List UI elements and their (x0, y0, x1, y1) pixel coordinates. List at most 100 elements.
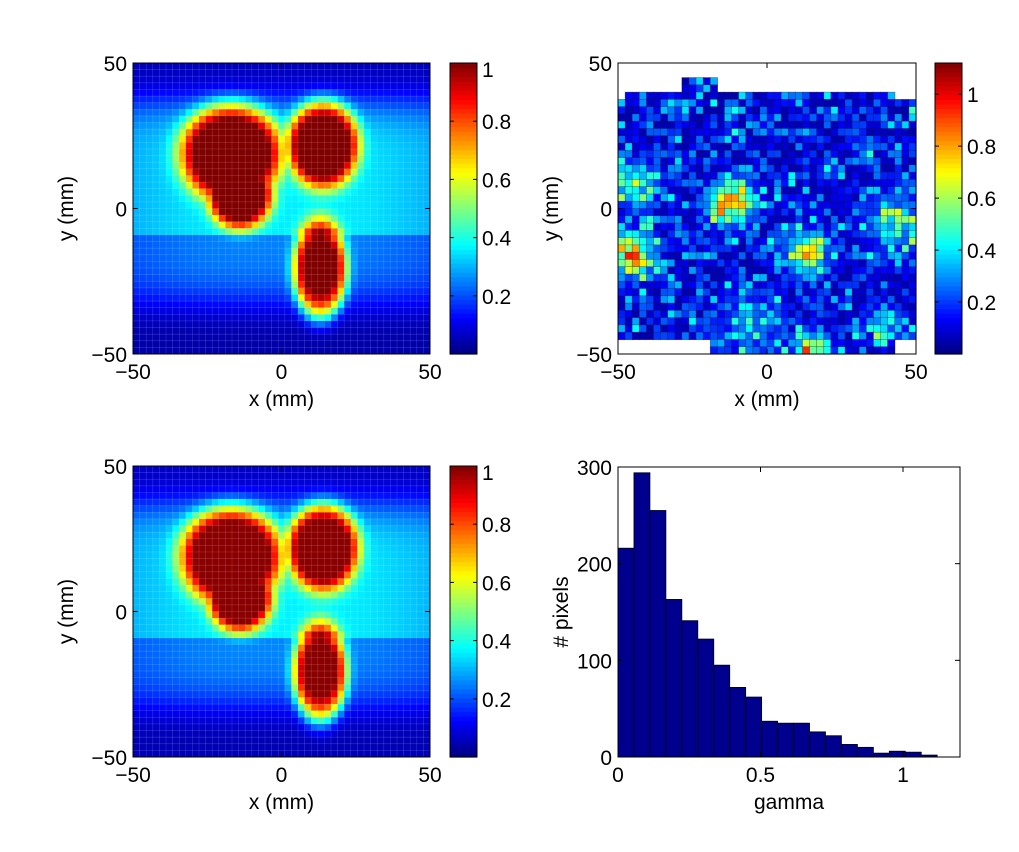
heatmap-cell (258, 214, 266, 223)
heatmap-cell (681, 259, 690, 268)
heatmap-cell (264, 161, 273, 170)
heatmap-cell (244, 347, 253, 355)
heatmap-cell (667, 215, 676, 224)
heatmap-cell (225, 465, 233, 474)
heatmap-cell (165, 465, 174, 474)
heatmap-cell (709, 171, 718, 180)
heatmap-cell (330, 155, 339, 163)
heatmap-cell (773, 179, 782, 188)
heatmap-cell (795, 120, 804, 130)
heatmap-cell (844, 208, 853, 217)
heatmap-cell (165, 168, 174, 177)
heatmap-cell (304, 75, 312, 84)
heatmap-cell (145, 241, 154, 249)
heatmap-cell (423, 505, 431, 513)
heatmap-cell (343, 637, 352, 646)
heatmap-cell (218, 551, 227, 560)
heatmap-cell (277, 492, 286, 500)
heatmap-cell (396, 75, 405, 84)
heatmap-cell (403, 525, 411, 533)
heatmap-cell (357, 69, 365, 77)
heatmap-cell (284, 611, 292, 619)
heatmap-cell (132, 89, 141, 97)
heatmap-cell (830, 200, 839, 210)
heatmap-cell (165, 274, 174, 282)
heatmap-cell (238, 267, 246, 276)
heatmap-cell (674, 186, 683, 195)
heatmap-cell (844, 237, 853, 246)
heatmap-cell (370, 115, 378, 124)
heatmap-cell (264, 347, 273, 355)
heatmap-cell (185, 631, 194, 639)
heatmap-cell (681, 280, 690, 290)
heatmap-cell (178, 267, 187, 276)
heatmap-cell (383, 525, 391, 533)
heatmap-cell (165, 75, 174, 84)
heatmap-cell (277, 498, 286, 507)
heatmap-cell (416, 564, 424, 573)
heatmap-cell (816, 266, 825, 275)
heatmap-cell (363, 478, 372, 487)
heatmap-cell (310, 201, 319, 210)
heatmap-cell (363, 181, 372, 190)
heatmap-cell (304, 214, 312, 223)
heatmap-cell (165, 69, 174, 77)
heatmap-cell (218, 320, 227, 329)
heatmap-cell (337, 498, 345, 507)
heatmap-cell (873, 266, 882, 275)
heatmap-cell (357, 122, 365, 130)
heatmap-cell (866, 251, 875, 261)
heatmap-cell (337, 478, 345, 487)
heatmap-cell (416, 472, 424, 480)
heatmap-cell (178, 142, 187, 150)
heatmap-cell (244, 82, 253, 91)
heatmap-cell (908, 171, 917, 180)
heatmap-cell (409, 181, 418, 190)
heatmap-cell (816, 150, 825, 159)
heatmap-cell (211, 274, 220, 282)
heatmap-cell (238, 234, 246, 243)
heatmap-cell (211, 194, 220, 203)
heatmap-cell (901, 171, 910, 180)
heatmap-cell (688, 84, 697, 93)
heatmap-cell (225, 175, 233, 183)
heatmap-cell (409, 294, 418, 302)
heatmap-cell (238, 518, 246, 527)
heatmap-cell (291, 492, 299, 500)
heatmap-cell (403, 591, 411, 599)
heatmap-cell (225, 122, 233, 130)
heatmap-cell (251, 168, 260, 177)
heatmap-cell (238, 531, 246, 540)
heatmap-cell (702, 164, 711, 173)
heatmap-cell (192, 545, 200, 553)
heatmap-cell (317, 247, 325, 256)
heatmap-cell (185, 221, 194, 229)
heatmap-cells (132, 62, 431, 355)
heatmap-cell (304, 254, 312, 263)
heatmap-cell (837, 142, 846, 151)
heatmap-cell (752, 193, 761, 202)
heatmap-cell (363, 472, 372, 480)
heatmap-cell (370, 611, 378, 619)
heatmap-cell (218, 597, 227, 606)
heatmap-cell (759, 237, 768, 246)
heatmap-cell (409, 531, 418, 540)
heatmap-cell (251, 135, 260, 143)
heatmap-cell (830, 339, 839, 348)
heatmap-cell (858, 171, 867, 180)
heatmap-cell (244, 261, 253, 269)
heatmap-cell (132, 75, 141, 84)
heatmap-cell (631, 273, 640, 282)
heatmap-cell (238, 261, 246, 269)
heatmap-cell (330, 644, 339, 652)
heatmap-cell (370, 267, 378, 276)
heatmap-cell (264, 637, 273, 646)
heatmap-cell (759, 142, 768, 151)
heatmap-cell (674, 171, 683, 180)
heatmap-cell (291, 538, 299, 546)
heatmap-cell (653, 120, 662, 130)
heatmap-cell (185, 175, 194, 183)
heatmap-cell (139, 657, 147, 666)
colorbar-swatch (450, 276, 477, 282)
heatmap-cell (145, 75, 154, 84)
